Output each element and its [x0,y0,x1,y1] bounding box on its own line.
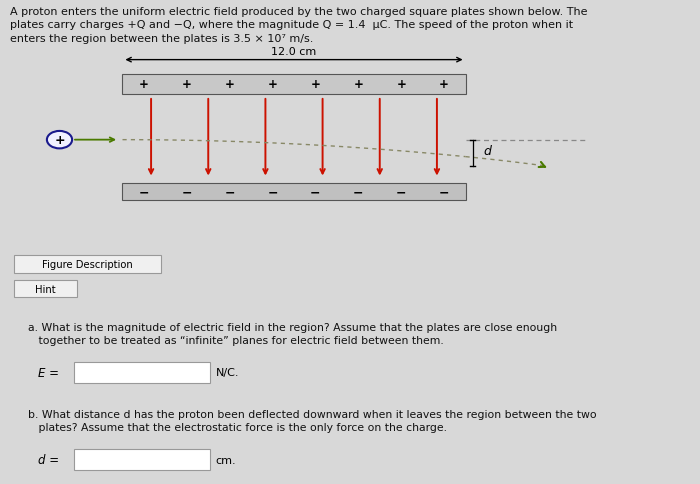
Text: cm.: cm. [216,455,236,465]
Text: +: + [267,78,277,91]
Text: +: + [311,78,321,91]
Text: Figure Description: Figure Description [42,259,133,269]
Text: −: − [225,186,235,199]
Text: +: + [396,78,406,91]
Text: +: + [54,134,65,147]
Text: +: + [225,78,235,91]
Bar [122,75,466,94]
Text: a. What is the magnitude of electric field in the region? Assume that the plates: a. What is the magnitude of electric fie… [28,322,557,345]
Bar [14,255,161,273]
Bar [14,281,77,298]
Circle shape [47,132,72,149]
Text: −: − [439,186,449,199]
Bar [122,184,466,201]
Bar [74,362,210,383]
Text: −: − [181,186,192,199]
Text: A proton enters the uniform electric field produced by the two charged square pl: A proton enters the uniform electric fie… [10,7,588,44]
Text: 12.0 cm: 12.0 cm [272,46,316,57]
Text: d =: d = [38,454,60,466]
Text: −: − [310,186,321,199]
Text: b. What distance d has the proton been deflected downward when it leaves the reg: b. What distance d has the proton been d… [28,409,596,432]
Text: −: − [139,186,149,199]
Text: +: + [139,78,149,91]
Bar [74,449,210,470]
Text: N/C.: N/C. [216,368,239,378]
Text: d: d [483,145,491,158]
Text: −: − [353,186,363,199]
Text: E =: E = [38,366,60,379]
Text: +: + [439,78,449,91]
Text: +: + [354,78,363,91]
Text: −: − [267,186,278,199]
Text: +: + [182,78,192,91]
Text: −: − [396,186,407,199]
Text: Hint: Hint [35,284,56,294]
